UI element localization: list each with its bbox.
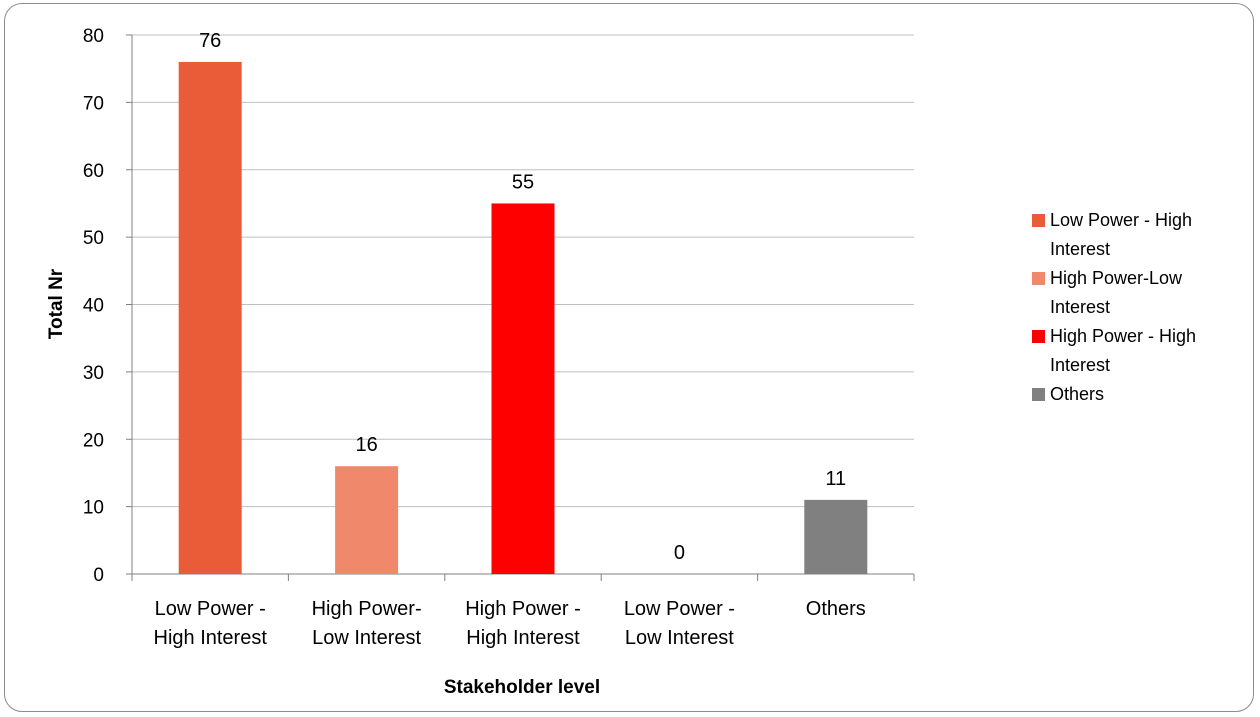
bar: [804, 499, 868, 574]
y-axis-title: Total Nr: [46, 268, 67, 339]
legend-swatch: [1032, 214, 1045, 227]
data-label: 55: [512, 171, 534, 193]
y-tick-label: 50: [83, 228, 104, 249]
legend-swatch: [1032, 272, 1045, 285]
x-tick-label: High Power -: [465, 598, 581, 620]
legend-label: Others: [1050, 384, 1104, 404]
y-tick-label: 0: [93, 565, 104, 586]
y-tick-label: 60: [83, 161, 104, 182]
legend-swatch: [1032, 388, 1045, 401]
legend: Low Power - High Interest High Power-Low In…: [1032, 210, 1196, 404]
bar: [335, 466, 399, 574]
data-label: 16: [355, 434, 377, 456]
data-label: 11: [825, 468, 846, 490]
legend-label: Low Power - High: [1050, 210, 1192, 230]
x-tick-label: High Power-: [312, 598, 422, 620]
x-tick-label: High Interest: [154, 627, 268, 649]
y-tick-label: 70: [83, 93, 104, 114]
y-tick-label: 20: [83, 430, 104, 451]
x-axis-title: Stakeholder level: [444, 677, 600, 698]
y-tick-label: 30: [83, 363, 104, 384]
y-tick-label: 40: [83, 296, 104, 317]
labels: 0 10 20 30 40 50 60 70 80 76 Low Power - High Inter…: [83, 26, 866, 649]
y-tick-label: 10: [83, 498, 104, 519]
legend-swatch: [1032, 330, 1045, 343]
data-label: 76: [199, 30, 221, 52]
legend-label: High Power-Low: [1050, 268, 1183, 288]
legend-label: Interest: [1050, 297, 1110, 317]
legend-label: Interest: [1050, 355, 1110, 375]
x-tick-label: Others: [806, 598, 866, 620]
data-label: 0: [674, 542, 685, 564]
legend-label: Interest: [1050, 239, 1110, 259]
legend-label: High Power - High: [1050, 326, 1196, 346]
x-tick-label: Low Power -: [155, 598, 266, 620]
bar: [178, 61, 242, 574]
bar: [491, 203, 555, 574]
x-tick-label: Low Interest: [312, 627, 421, 649]
x-tick-label: High Interest: [466, 627, 580, 649]
x-tick-label: Low Power -: [624, 598, 735, 620]
bars: [178, 61, 868, 574]
x-tick-label: Low Interest: [625, 627, 734, 649]
y-tick-label: 80: [83, 26, 104, 47]
